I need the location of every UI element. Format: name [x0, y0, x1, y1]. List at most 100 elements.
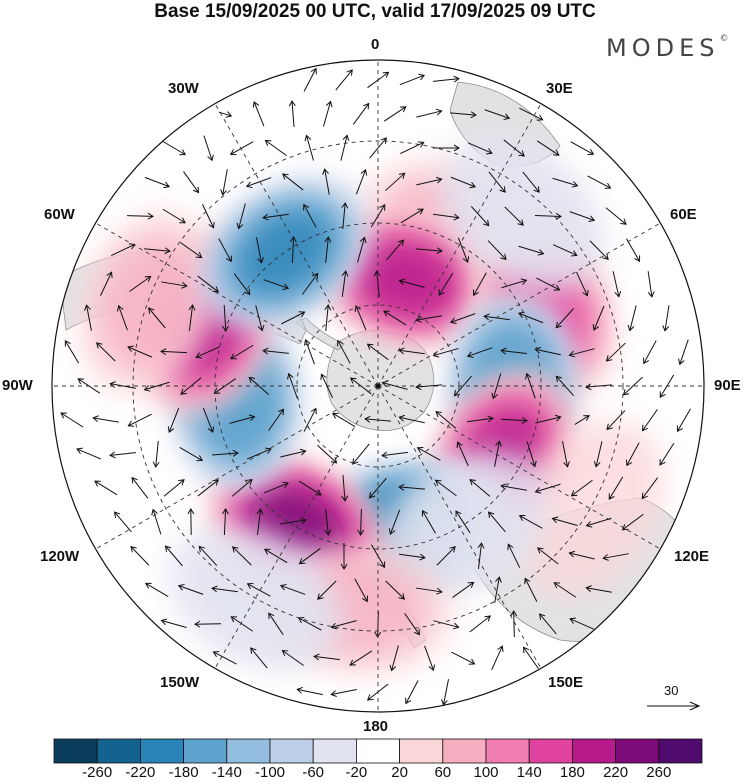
wind-arrow-32 — [282, 173, 304, 191]
wind-arrow-24 — [467, 142, 493, 155]
wind-arrow-143 — [622, 376, 643, 396]
wind-arrow-71 — [589, 240, 609, 260]
wind-arrow-204 — [280, 517, 307, 525]
wind-arrow-20 — [340, 134, 350, 161]
lon-label-0: 0 — [371, 36, 380, 53]
wind-arrow-231 — [177, 584, 204, 595]
wind-arrow-261 — [349, 650, 373, 666]
map-title: Base 15/09/2025 00 UTC, valid 17/09/2025… — [154, 1, 596, 22]
wind-arrow-12 — [450, 111, 477, 119]
wind-arrow-85 — [501, 278, 528, 289]
wind-arrow-110 — [127, 345, 153, 358]
wind-arrow-124 — [605, 342, 626, 362]
wind-arrow-225 — [477, 542, 485, 569]
wind-arrow-215 — [130, 545, 150, 566]
wind-arrow-203 — [256, 508, 264, 535]
wind-arrow-23 — [432, 144, 460, 152]
arrow-right-icon — [689, 701, 701, 711]
colorbar-tick-label: 220 — [603, 764, 629, 781]
wind-arrow-219 — [263, 548, 288, 564]
wind-arrow-148 — [167, 407, 180, 434]
wind-arrow-133 — [287, 372, 298, 399]
wind-arrow-21 — [369, 137, 387, 159]
wind-arrow-155 — [398, 414, 425, 424]
wind-arrow-230 — [144, 582, 169, 598]
wind-arrow-177 — [526, 441, 537, 468]
lon-label-150w: 150W — [160, 674, 200, 691]
wind-arrow-216 — [164, 545, 183, 567]
wind-arrow-60 — [218, 238, 232, 263]
south-pole-marker — [375, 383, 381, 389]
wind-arrow-75 — [161, 281, 188, 289]
wind-arrow-122 — [534, 346, 561, 356]
wind-arrow-163 — [676, 408, 691, 433]
wind-arrow-45 — [236, 203, 246, 230]
wind-arrow-179 — [593, 441, 603, 468]
wind-arrow-145 — [60, 412, 84, 428]
wind-arrow-218 — [232, 546, 252, 566]
wind-arrow-193 — [469, 478, 491, 497]
wind-arrow-181 — [659, 442, 675, 466]
lon-label-60w: 60W — [44, 206, 75, 223]
wind-arrow-86 — [536, 277, 561, 291]
wind-arrow-116 — [337, 339, 351, 364]
wind-arrow-81 — [373, 270, 381, 297]
wind-arrow-59 — [180, 242, 203, 259]
wind-arrow-228 — [568, 550, 595, 560]
wind-arrow-47 — [303, 203, 317, 228]
wind-arrow-182 — [94, 480, 118, 496]
wind-arrow-43 — [162, 208, 186, 224]
wind-arrow-268 — [330, 688, 357, 697]
wind-arrow-104 — [555, 308, 575, 329]
wind-arrow-7 — [288, 100, 296, 127]
wind-arrow-27 — [570, 141, 595, 155]
lon-label-120e: 120E — [674, 548, 710, 565]
wind-arrow-210 — [487, 511, 506, 533]
wind-arrow-40 — [552, 177, 579, 188]
wind-arrow-126 — [678, 339, 689, 366]
colorbar-swatch-11 — [528, 738, 573, 764]
wind-arrow-3 — [399, 73, 426, 86]
wind-arrow-190 — [368, 477, 387, 499]
wind-arrow-58 — [144, 247, 171, 255]
wind-arrow-175 — [456, 441, 469, 467]
wind-arrow-31 — [245, 177, 272, 189]
wind-arrow-44 — [202, 204, 215, 229]
wind-arrow-95 — [255, 305, 265, 332]
wind-arrow-52 — [470, 206, 490, 227]
wind-arrow-170 — [280, 448, 307, 458]
wind-arrow-264 — [451, 651, 476, 665]
wind-arrow-150 — [229, 414, 256, 424]
wind-arrow-8 — [322, 100, 333, 127]
lon-label-30w: 30W — [168, 80, 199, 97]
wind-arrow-90 — [84, 304, 92, 331]
colorbar-tick-label: -60 — [302, 764, 325, 781]
wind-arrow-223 — [399, 553, 426, 561]
wind-arrow-171 — [317, 444, 338, 464]
wind-arrow-239 — [452, 581, 475, 598]
wind-arrow-211 — [518, 514, 543, 529]
wind-arrow-56 — [605, 207, 627, 225]
wind-arrow-153 — [331, 412, 356, 428]
wind-arrow-254 — [510, 610, 518, 638]
wind-arrow-92 — [148, 307, 166, 329]
wind-arrow-158 — [500, 417, 528, 424]
wind-arrow-9 — [352, 102, 370, 125]
wind-arrow-270 — [405, 680, 419, 705]
wind-arrow-16 — [203, 135, 214, 162]
wind-arrow-88 — [612, 271, 622, 298]
wind-arrow-224 — [436, 546, 456, 566]
wind-arrow-67 — [457, 237, 470, 264]
wind-arrow-46 — [262, 213, 289, 221]
wind-arrow-64 — [357, 236, 367, 263]
wind-arrow-99 — [383, 310, 407, 326]
wind-arrow-100 — [415, 315, 442, 323]
wind-arrow-220 — [298, 547, 321, 565]
wind-arrow-159 — [535, 414, 562, 424]
wind-arrow-102 — [483, 313, 510, 321]
wind-arrow-267 — [296, 686, 323, 696]
wind-arrow-57 — [111, 243, 136, 257]
wind-arrow-15 — [162, 140, 187, 156]
wind-arrow-65 — [386, 239, 405, 261]
lon-label-150e: 150E — [548, 674, 584, 691]
